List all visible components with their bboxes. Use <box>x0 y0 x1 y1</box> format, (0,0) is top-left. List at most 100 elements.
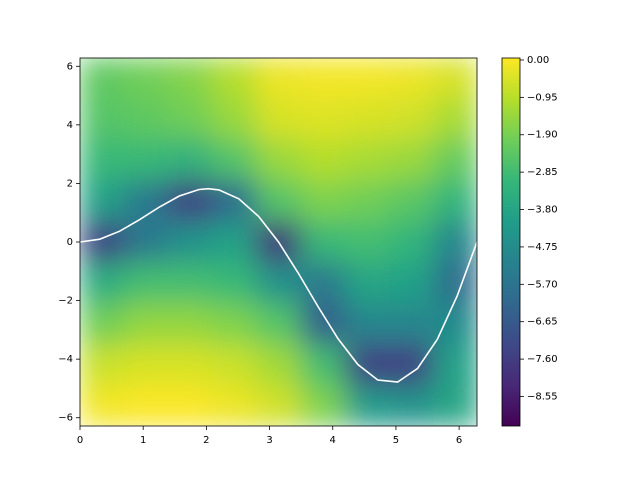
heat-cell <box>344 262 391 304</box>
heat-cell <box>433 385 477 426</box>
heat-cell <box>212 139 258 181</box>
heat-cell <box>389 303 435 345</box>
x-tick-label: 6 <box>456 435 462 446</box>
heat-cell <box>80 303 125 345</box>
colorbar-tick-label: −1.90 <box>527 130 558 141</box>
x-tick-label: 1 <box>140 435 146 446</box>
heat-cell <box>168 58 214 99</box>
heat-cell <box>300 385 346 426</box>
x-tick-label: 5 <box>393 435 399 446</box>
heat-cell <box>256 385 302 426</box>
y-tick-label: 0 <box>67 237 73 248</box>
heatmap <box>80 58 477 426</box>
heat-cell <box>300 58 346 99</box>
colorbar-tick-label: −5.70 <box>527 279 558 290</box>
heat-cell <box>80 139 125 181</box>
heat-cell <box>212 344 258 386</box>
colorbar <box>501 57 521 427</box>
heat-cell <box>344 180 391 222</box>
heat-cell <box>168 180 214 222</box>
heat-cell <box>123 221 169 263</box>
colorbar-tick-label: −2.85 <box>527 167 558 178</box>
heat-cell <box>212 262 258 304</box>
heat-cell <box>389 180 435 222</box>
x-tick-label: 3 <box>266 435 272 446</box>
heat-cell <box>300 139 346 181</box>
heat-cell <box>212 385 258 426</box>
colorbar-tick-label: −0.95 <box>527 92 558 103</box>
heat-cell <box>123 385 169 426</box>
heat-cell <box>433 180 477 222</box>
x-tick-label: 0 <box>77 435 83 446</box>
heat-cell <box>389 385 435 426</box>
heat-cell <box>344 303 391 345</box>
heat-cell <box>300 262 346 304</box>
heat-cell <box>123 262 169 304</box>
heat-cell <box>80 385 125 426</box>
heat-cell <box>256 344 302 386</box>
heat-cell <box>80 98 125 140</box>
heat-cell <box>300 98 346 140</box>
heat-cell <box>389 221 435 263</box>
x-tick-label: 2 <box>203 435 209 446</box>
heat-cell <box>433 139 477 181</box>
heat-cell <box>80 262 125 304</box>
heat-cell <box>256 139 302 181</box>
heat-cell <box>212 180 258 222</box>
heat-cell <box>256 180 302 222</box>
heat-cell <box>168 221 214 263</box>
heat-cell <box>256 303 302 345</box>
colorbar-tick-label: 0.00 <box>527 55 549 66</box>
heat-cell <box>123 98 169 140</box>
heat-cell <box>256 98 302 140</box>
y-tick-label: −4 <box>58 354 73 365</box>
heat-cell <box>300 180 346 222</box>
heatmap-cells <box>80 58 477 426</box>
heat-cell <box>344 58 391 99</box>
heat-cell <box>80 344 125 386</box>
colorbar-tick-label: −4.75 <box>527 242 558 253</box>
heat-cell <box>168 344 214 386</box>
heat-cell <box>123 139 169 181</box>
heat-cell <box>344 344 391 386</box>
colorbar-tick-label: −8.55 <box>527 391 558 402</box>
heat-cell <box>123 303 169 345</box>
x-tick-label: 4 <box>330 435 336 446</box>
heat-cell <box>433 344 477 386</box>
heat-cell <box>344 221 391 263</box>
heat-cell <box>389 139 435 181</box>
heat-cell <box>300 221 346 263</box>
heat-cell <box>168 98 214 140</box>
heat-cell <box>389 98 435 140</box>
y-tick-label: 4 <box>67 120 73 131</box>
heat-cell <box>344 139 391 181</box>
heat-cell <box>433 303 477 345</box>
heat-cell <box>389 58 435 99</box>
heat-cell <box>80 58 125 99</box>
heat-cell <box>300 344 346 386</box>
heat-cell <box>344 98 391 140</box>
heat-cell <box>168 303 214 345</box>
curve <box>80 187 477 383</box>
heat-cell <box>80 221 125 263</box>
colorbar-tick-label: −7.60 <box>527 354 558 365</box>
overlay <box>80 187 477 383</box>
heat-cell <box>123 344 169 386</box>
heat-cell <box>168 385 214 426</box>
heat-cell <box>168 262 214 304</box>
heat-cell <box>433 98 477 140</box>
heat-cell <box>433 58 477 99</box>
y-tick-label: −6 <box>58 413 73 424</box>
heat-cell <box>433 221 477 263</box>
y-tick-label: 6 <box>67 61 73 72</box>
heat-cell <box>212 98 258 140</box>
y-tick-label: 2 <box>67 178 73 189</box>
heat-cell <box>123 58 169 99</box>
colorbar-tick-label: −3.80 <box>527 205 558 216</box>
heat-cell <box>80 180 125 222</box>
colorbar-tick-label: −6.65 <box>527 317 558 328</box>
heat-cell <box>212 303 258 345</box>
heat-cell <box>300 303 346 345</box>
